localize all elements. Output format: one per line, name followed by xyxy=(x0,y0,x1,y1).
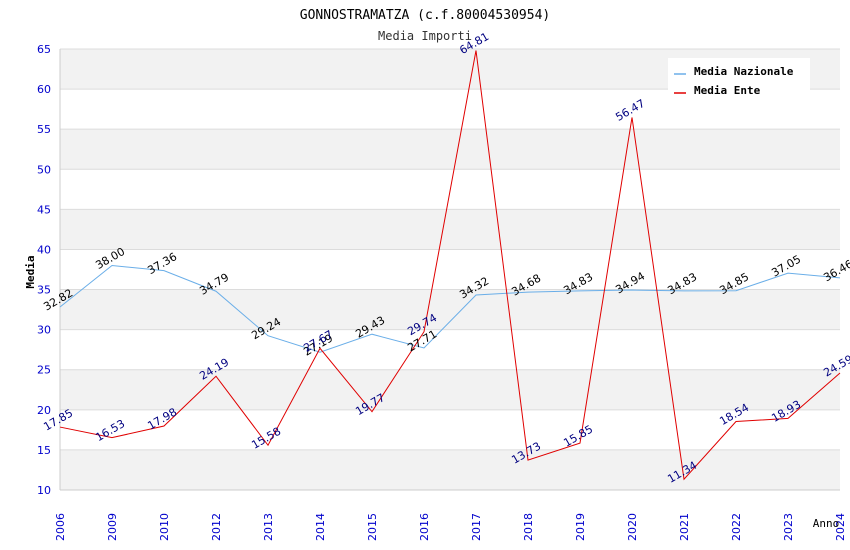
legend: Media Nazionale Media Ente xyxy=(668,58,810,100)
data-label: 36.46 xyxy=(821,257,850,284)
plot-band xyxy=(60,369,840,410)
data-label: 15.85 xyxy=(561,423,595,450)
y-tick-label: 60 xyxy=(37,83,51,96)
x-tick-label: 2015 xyxy=(366,513,379,541)
y-tick-label: 35 xyxy=(37,284,51,297)
x-tick-label: 2024 xyxy=(834,513,847,541)
x-tick-label: 2017 xyxy=(470,513,483,541)
data-label: 15.58 xyxy=(249,425,283,452)
x-tick-label: 2019 xyxy=(574,513,587,541)
x-tick-label: 2009 xyxy=(106,513,119,541)
legend-label-media-ente: Media Ente xyxy=(694,84,761,97)
y-tick-label: 40 xyxy=(37,243,51,256)
y-tick-label: 20 xyxy=(37,404,51,417)
y-axis-label: Media xyxy=(24,255,37,288)
y-tick-label: 45 xyxy=(37,203,51,216)
x-tick-label: 2014 xyxy=(314,513,327,541)
x-tick-label: 2013 xyxy=(262,513,275,541)
y-tick-label: 50 xyxy=(37,163,51,176)
data-label: 37.05 xyxy=(769,253,803,280)
series-line-media-nazionale xyxy=(59,264,841,353)
plot-band xyxy=(60,289,840,330)
x-tick-label: 2016 xyxy=(418,513,431,541)
x-axis-ticks: 2006 2009 2010 2012 2013 2014 2015 2016 2017 2018… xyxy=(54,513,847,541)
chart-title: GONNOSTRAMATZA (c.f.80004530954) xyxy=(300,8,550,23)
y-tick-label: 65 xyxy=(37,43,51,56)
series-lines xyxy=(59,50,841,481)
plot-band xyxy=(60,129,840,170)
data-label: 16.53 xyxy=(93,417,127,444)
x-tick-label: 2023 xyxy=(782,513,795,541)
x-tick-label: 2010 xyxy=(158,513,171,541)
data-label: 56.47 xyxy=(613,97,647,124)
y-tick-label: 30 xyxy=(37,324,51,337)
chart-subtitle: Media Importi xyxy=(378,29,472,43)
y-tick-label: 10 xyxy=(37,484,51,497)
x-tick-label: 2012 xyxy=(210,513,223,541)
x-tick-label: 2021 xyxy=(678,513,691,541)
series-line-media-ente xyxy=(59,50,841,481)
x-tick-label: 2022 xyxy=(730,513,743,541)
y-axis-ticks: 10 15 20 25 30 35 40 45 50 55 60 65 xyxy=(37,43,51,497)
x-tick-label: 2020 xyxy=(626,513,639,541)
plot-band xyxy=(60,449,840,490)
data-label: 37.36 xyxy=(145,250,179,277)
legend-label-media-nazionale: Media Nazionale xyxy=(694,65,794,78)
x-tick-label: 2006 xyxy=(54,513,67,541)
x-axis-label: Anno xyxy=(813,517,840,530)
legend-box xyxy=(668,58,810,100)
y-tick-label: 55 xyxy=(37,123,51,136)
y-tick-label: 15 xyxy=(37,444,51,457)
x-tick-label: 2018 xyxy=(522,513,535,541)
y-tick-label: 25 xyxy=(37,364,51,377)
plot-band xyxy=(60,209,840,250)
